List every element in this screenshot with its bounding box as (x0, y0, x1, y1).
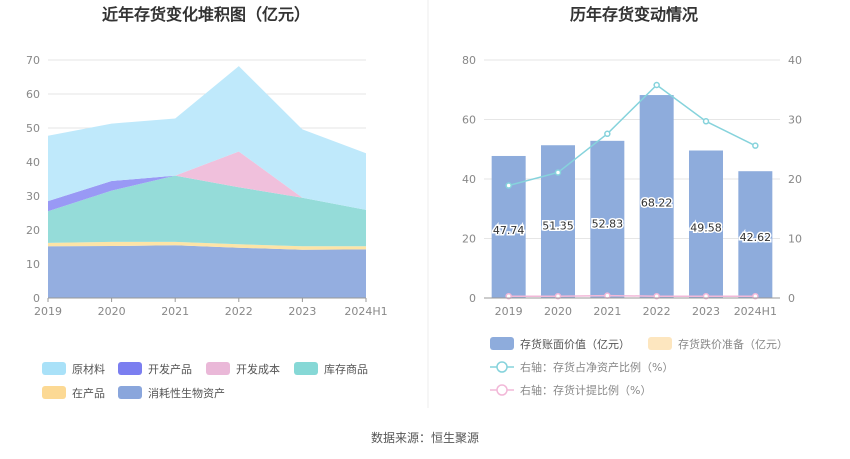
inventory-bar (689, 150, 723, 298)
left-y-tick-label: 20 (26, 224, 40, 237)
right-x-tick-label: 2024H1 (734, 305, 777, 318)
inventory-stacked-area-chart: 近年存货变化堆积图（亿元） 0 10 20 30 40 50 60 70 2019 2020 202… (26, 5, 388, 400)
inventory-bar (491, 155, 526, 298)
right-line-point-1 (702, 292, 710, 300)
right-line-point-1 (505, 292, 512, 300)
right-y2-tick-label: 0 (788, 292, 795, 305)
right-legend-label-1: 存货跌价准备（亿元） (678, 337, 788, 351)
right-line-point-1 (752, 292, 759, 300)
right-y-tick-label: 0 (469, 292, 476, 305)
left-chart-areas (48, 66, 366, 298)
left-area-series-4 (48, 151, 366, 212)
right-y-tick-label: 40 (462, 173, 476, 186)
right-y-tick-label: 20 (462, 233, 476, 246)
left-chart-title: 近年存货变化堆积图（亿元） (102, 5, 310, 24)
bar-data-label: 49.58 (690, 222, 722, 235)
left-area-series-1 (48, 241, 366, 250)
left-legend-swatch-2 (206, 362, 230, 375)
left-y-tick-label: 40 (26, 156, 40, 169)
left-x-tick-label: 2024H1 (344, 305, 387, 318)
right-line-point-0 (554, 169, 562, 176)
right-chart-grid (484, 59, 780, 239)
left-legend-label-2: 开发成本 (236, 362, 280, 376)
left-y-tick-label: 60 (26, 88, 40, 101)
right-line-series-1 (508, 294, 756, 297)
left-legend-label-4: 在产品 (72, 386, 105, 400)
left-area-series-5 (48, 66, 366, 210)
right-legend-label-2: 右轴：存货占净资产比例（%） (520, 360, 673, 374)
left-y-tick-label: 0 (33, 292, 40, 305)
right-line-point-0 (653, 81, 660, 89)
left-x-tick-label: 2020 (98, 305, 126, 318)
right-y-tick-label: 60 (462, 114, 476, 127)
right-chart-bars: 47.74 51.35 52.83 68.22 49.58 42.62 (491, 95, 773, 298)
left-legend-swatch-0 (42, 362, 66, 375)
left-chart-axes: 0 10 20 30 40 50 60 70 2019 2020 2021 2022 2023 2024H… (26, 54, 388, 318)
bar-data-label: 52.83 (592, 217, 624, 230)
right-y2-tick-label: 20 (788, 173, 802, 186)
right-legend-label-0: 存货账面价值（亿元） (520, 337, 630, 351)
right-line-point-1 (604, 292, 611, 299)
inventory-change-bar-chart: 历年存货变动情况 47.74 51.35 52.8368.2249.5842.62 … (462, 5, 802, 397)
inventory-bar (590, 140, 625, 298)
right-y-tick-label: 80 (462, 54, 476, 67)
right-line-point-1 (554, 292, 562, 300)
left-x-tick-label: 2023 (288, 305, 316, 318)
left-legend-label-0: 原材料 (72, 362, 105, 376)
right-legend-marker-2 (496, 361, 508, 373)
right-legend-marker-3 (496, 384, 508, 396)
right-chart-lines (505, 81, 759, 300)
right-chart-legend: 存货账面价值（亿元） 存货跌价准备（亿元） 右轴：存货占净资产比例（%） 右轴：存货计… (490, 337, 788, 397)
right-legend-swatch-0 (490, 337, 514, 350)
right-y2-tick-label: 30 (788, 114, 802, 127)
left-y-tick-label: 10 (26, 258, 40, 271)
inventory-bar (738, 171, 773, 298)
right-y2-tick-label: 10 (788, 233, 802, 246)
left-y-tick-label: 30 (26, 190, 40, 203)
right-chart-title: 历年存货变动情况 (570, 5, 698, 24)
left-x-tick-label: 2021 (161, 305, 189, 318)
left-legend-swatch-3 (294, 362, 318, 375)
left-legend-label-3: 库存商品 (324, 362, 368, 376)
right-line-point-0 (702, 118, 710, 125)
left-area-series-3 (48, 151, 366, 212)
right-line-point-0 (752, 142, 759, 149)
bar-data-label: 51.35 (542, 219, 574, 232)
left-legend-swatch-5 (118, 386, 142, 399)
left-area-series-0 (48, 245, 366, 298)
left-legend-label-1: 开发产品 (148, 362, 192, 376)
left-y-tick-label: 70 (26, 54, 40, 67)
left-x-tick-label: 2019 (34, 305, 62, 318)
right-line-point-0 (604, 130, 611, 138)
left-legend-swatch-1 (118, 362, 142, 375)
right-x-tick-label: 2020 (544, 305, 572, 318)
inventory-bar (639, 95, 674, 298)
left-x-tick-label: 2022 (225, 305, 253, 318)
right-x-tick-label: 2021 (593, 305, 621, 318)
right-y2-tick-label: 40 (788, 54, 802, 67)
data-source-note: 数据来源：恒生聚源 (371, 430, 479, 445)
left-area-series-2 (48, 175, 366, 247)
right-chart-axes: 0 20 40 60 80 0 10 20 30 40 2019 2020 2021 2022 2023 20… (462, 54, 802, 318)
right-legend-label-3: 右轴：存货计提比例（%） (520, 383, 651, 397)
right-line-series-0 (508, 84, 756, 187)
right-legend-swatch-1 (648, 337, 672, 350)
bar-data-label: 47.74 (493, 224, 525, 237)
right-x-tick-label: 2022 (643, 305, 671, 318)
left-legend-label-5: 消耗性生物资产 (148, 386, 225, 400)
left-legend-swatch-4 (42, 386, 66, 399)
right-line-point-1 (653, 292, 660, 300)
right-x-tick-label: 2023 (692, 305, 720, 318)
bar-data-label: 68.22 (641, 197, 673, 210)
bar-data-label: 42.62 (740, 231, 772, 244)
right-x-tick-label: 2019 (495, 305, 523, 318)
left-y-tick-label: 50 (26, 122, 40, 135)
right-line-point-0 (505, 182, 512, 189)
